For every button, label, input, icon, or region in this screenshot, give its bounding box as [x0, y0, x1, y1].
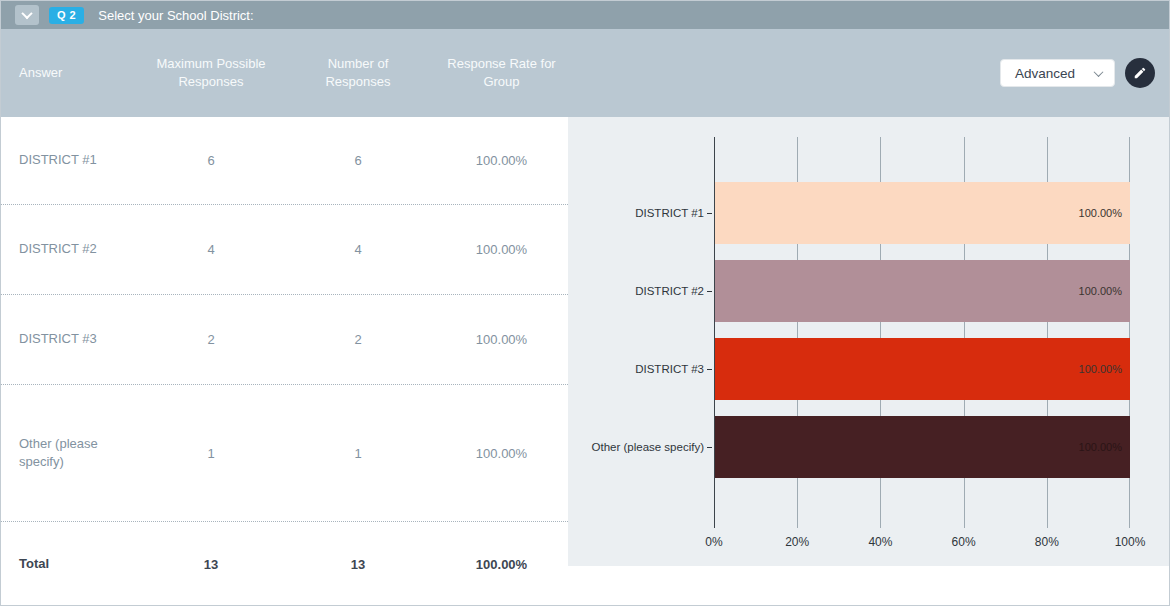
chevron-down-icon	[21, 8, 32, 19]
table-row: DISTRICT #3 2 2 100.00%	[1, 295, 568, 385]
num-responses-value: 4	[281, 242, 435, 257]
chart-bars: DISTRICT #1 100.00% DISTRICT #2 100.00%	[714, 137, 1130, 528]
response-rate-value: 100.00%	[435, 332, 568, 347]
bar-value-label: 100.00%	[1079, 363, 1122, 375]
chart-plot-area: DISTRICT #1 100.00% DISTRICT #2 100.00%	[714, 137, 1130, 528]
answers-table: DISTRICT #1 6 6 100.00% DISTRICT #2 4 4 …	[1, 117, 568, 606]
header-actions: Advanced	[1000, 58, 1155, 88]
chart-bar-row: DISTRICT #2 100.00%	[714, 260, 1130, 322]
category-label: DISTRICT #3	[635, 363, 704, 375]
x-tick-label: 0%	[705, 535, 722, 549]
chart-bar-row: Other (please specify) 100.00%	[714, 416, 1130, 478]
x-tick-label: 60%	[952, 535, 976, 549]
response-rate-value: 100.00%	[435, 153, 568, 168]
num-responses-value: 2	[281, 332, 435, 347]
max-possible-value: 2	[141, 332, 281, 347]
bar-district-1: 100.00%	[714, 182, 1130, 244]
advanced-dropdown-label: Advanced	[1015, 66, 1075, 81]
table-header-band: Answer Maximum Possible Responses Number…	[1, 29, 1169, 117]
column-header-num-responses: Number of Responses	[281, 55, 435, 90]
chevron-down-icon	[1094, 67, 1104, 77]
answer-label: DISTRICT #3	[1, 330, 141, 348]
answer-label: Other (please specify)	[1, 435, 141, 471]
bar-value-label: 100.00%	[1079, 207, 1122, 219]
answer-label: DISTRICT #2	[1, 240, 141, 258]
category-tick	[707, 369, 712, 370]
category-tick	[707, 447, 712, 448]
chart-bar-row: DISTRICT #3 100.00%	[714, 338, 1130, 400]
answer-label: DISTRICT #1	[1, 151, 141, 169]
pencil-icon	[1133, 66, 1147, 80]
column-header-response-rate: Response Rate for Group	[435, 55, 568, 90]
table-row: DISTRICT #1 6 6 100.00%	[1, 117, 568, 205]
table-row: Other (please specify) 1 1 100.00%	[1, 385, 568, 522]
y-axis-line	[714, 137, 715, 528]
total-response-rate: 100.00%	[435, 557, 568, 572]
total-max-possible: 13	[141, 557, 281, 572]
category-label: DISTRICT #1	[635, 207, 704, 219]
category-tick	[707, 213, 712, 214]
column-header-max-possible: Maximum Possible Responses	[141, 55, 281, 90]
response-rate-chart: DISTRICT #1 100.00% DISTRICT #2 100.00%	[568, 117, 1169, 566]
total-label: Total	[1, 555, 141, 573]
bar-district-2: 100.00%	[714, 260, 1130, 322]
table-column-headers: Answer Maximum Possible Responses Number…	[1, 55, 568, 90]
num-responses-value: 1	[281, 446, 435, 461]
chart-filler	[568, 566, 1169, 606]
max-possible-value: 1	[141, 446, 281, 461]
response-rate-value: 100.00%	[435, 446, 568, 461]
results-content: DISTRICT #1 6 6 100.00% DISTRICT #2 4 4 …	[1, 117, 1169, 606]
category-label: DISTRICT #2	[635, 285, 704, 297]
bar-value-label: 100.00%	[1079, 441, 1122, 453]
column-header-answer: Answer	[1, 64, 141, 82]
x-tick-label: 20%	[785, 535, 809, 549]
category-tick	[707, 291, 712, 292]
question-number-badge: Q 2	[49, 7, 84, 24]
bar-district-3: 100.00%	[714, 338, 1130, 400]
max-possible-value: 6	[141, 153, 281, 168]
response-rate-value: 100.00%	[435, 242, 568, 257]
x-tick-label: 100%	[1115, 535, 1146, 549]
bar-value-label: 100.00%	[1079, 285, 1122, 297]
total-num-responses: 13	[281, 557, 435, 572]
x-axis-labels: 0% 20% 40% 60% 80% 100%	[714, 533, 1130, 555]
num-responses-value: 6	[281, 153, 435, 168]
x-tick-label: 80%	[1035, 535, 1059, 549]
bar-other: 100.00%	[714, 416, 1130, 478]
table-row: DISTRICT #2 4 4 100.00%	[1, 205, 568, 295]
max-possible-value: 4	[141, 242, 281, 257]
chart-column: DISTRICT #1 100.00% DISTRICT #2 100.00%	[568, 117, 1169, 606]
category-label: Other (please specify)	[592, 441, 705, 453]
edit-chart-button[interactable]	[1125, 58, 1155, 88]
chart-bar-row: DISTRICT #1 100.00%	[714, 182, 1130, 244]
table-total-row: Total 13 13 100.00%	[1, 522, 568, 606]
question-results-card: Q 2 Select your School District: Answer …	[0, 0, 1170, 606]
question-title-bar: Q 2 Select your School District:	[1, 1, 1169, 29]
x-tick-label: 40%	[868, 535, 892, 549]
advanced-dropdown[interactable]: Advanced	[1000, 59, 1115, 87]
collapse-toggle[interactable]	[15, 5, 39, 25]
question-title: Select your School District:	[98, 8, 253, 23]
